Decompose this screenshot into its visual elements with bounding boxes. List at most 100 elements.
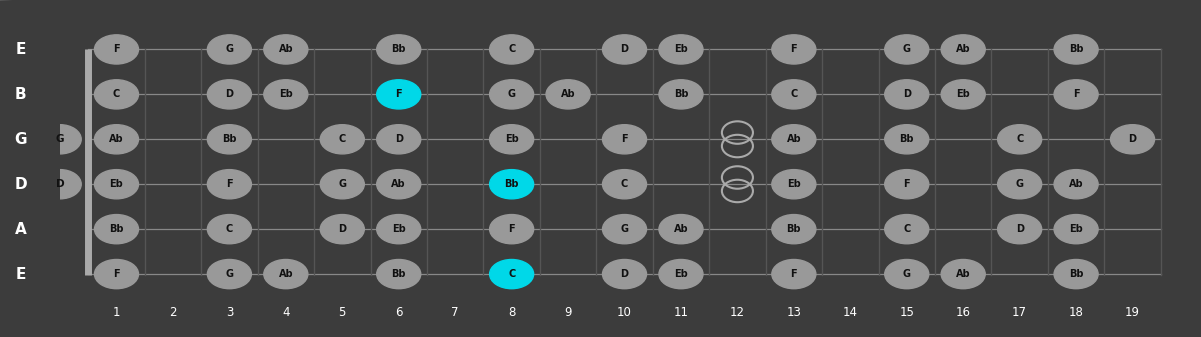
Text: C: C [790,89,797,99]
Text: F: F [113,269,120,279]
Text: G: G [621,224,628,234]
Ellipse shape [603,215,646,244]
Ellipse shape [95,170,138,199]
Text: F: F [621,134,628,144]
Text: Ab: Ab [392,179,406,189]
Ellipse shape [772,80,815,109]
Text: E: E [16,42,25,57]
Ellipse shape [885,80,928,109]
Text: Eb: Eb [392,224,406,234]
Ellipse shape [321,170,364,199]
Text: G: G [339,179,346,189]
Ellipse shape [603,259,646,289]
Text: 8: 8 [508,306,515,319]
Text: Bb: Bb [900,134,914,144]
Text: 12: 12 [730,306,745,319]
Text: B: B [14,87,26,102]
Text: D: D [903,89,910,99]
Text: Ab: Ab [956,44,970,55]
Ellipse shape [772,35,815,64]
Text: Bb: Bb [222,134,237,144]
Ellipse shape [490,125,533,154]
Text: 18: 18 [1069,306,1083,319]
Ellipse shape [603,35,646,64]
Text: F: F [395,89,402,99]
Text: 19: 19 [1125,306,1140,319]
Ellipse shape [659,80,703,109]
Text: Eb: Eb [109,179,124,189]
Text: 1: 1 [113,306,120,319]
Ellipse shape [95,35,138,64]
Text: Ab: Ab [561,89,575,99]
Text: Eb: Eb [674,44,688,55]
Ellipse shape [772,125,815,154]
Ellipse shape [321,125,364,154]
Ellipse shape [377,215,420,244]
Ellipse shape [546,80,590,109]
Ellipse shape [772,259,815,289]
Ellipse shape [942,35,985,64]
Ellipse shape [264,259,307,289]
Text: 11: 11 [674,306,688,319]
Text: 10: 10 [617,306,632,319]
Text: Bb: Bb [392,44,406,55]
Text: D: D [226,89,233,99]
Text: C: C [226,224,233,234]
Text: 3: 3 [226,306,233,319]
Ellipse shape [885,35,928,64]
Text: D: D [339,224,346,234]
Ellipse shape [885,125,928,154]
Text: G: G [55,134,65,144]
Text: Ab: Ab [956,269,970,279]
Text: C: C [339,134,346,144]
Text: 7: 7 [452,306,459,319]
Text: D: D [621,44,628,55]
Ellipse shape [490,259,533,289]
Ellipse shape [490,215,533,244]
Text: C: C [508,269,515,279]
Ellipse shape [1054,215,1098,244]
Text: G: G [226,44,233,55]
Ellipse shape [377,259,420,289]
Text: Bb: Bb [504,179,519,189]
Text: Bb: Bb [109,224,124,234]
Text: D: D [1129,134,1136,144]
Ellipse shape [603,125,646,154]
Text: F: F [113,44,120,55]
Text: F: F [790,44,797,55]
Ellipse shape [998,170,1041,199]
Text: D: D [55,179,65,189]
Text: C: C [1016,134,1023,144]
Ellipse shape [772,170,815,199]
Ellipse shape [490,35,533,64]
Ellipse shape [885,215,928,244]
Text: F: F [790,269,797,279]
Ellipse shape [95,215,138,244]
Text: C: C [113,89,120,99]
Text: D: D [1016,224,1023,234]
Text: A: A [14,222,26,237]
Text: Bb: Bb [1069,44,1083,55]
Text: G: G [903,269,910,279]
Text: 2: 2 [169,306,177,319]
Ellipse shape [1054,35,1098,64]
Text: Eb: Eb [956,89,970,99]
Ellipse shape [95,125,138,154]
Text: 14: 14 [843,306,858,319]
Text: F: F [1072,89,1080,99]
Ellipse shape [264,35,307,64]
Ellipse shape [490,170,533,199]
Text: Bb: Bb [392,269,406,279]
Text: E: E [16,267,25,282]
Ellipse shape [95,80,138,109]
Text: Ab: Ab [787,134,801,144]
Text: F: F [903,179,910,189]
Text: 9: 9 [564,306,572,319]
Ellipse shape [38,125,82,154]
Text: G: G [1016,179,1023,189]
Ellipse shape [772,215,815,244]
Text: 13: 13 [787,306,801,319]
Text: F: F [226,179,233,189]
Text: G: G [14,132,26,147]
Ellipse shape [377,125,420,154]
